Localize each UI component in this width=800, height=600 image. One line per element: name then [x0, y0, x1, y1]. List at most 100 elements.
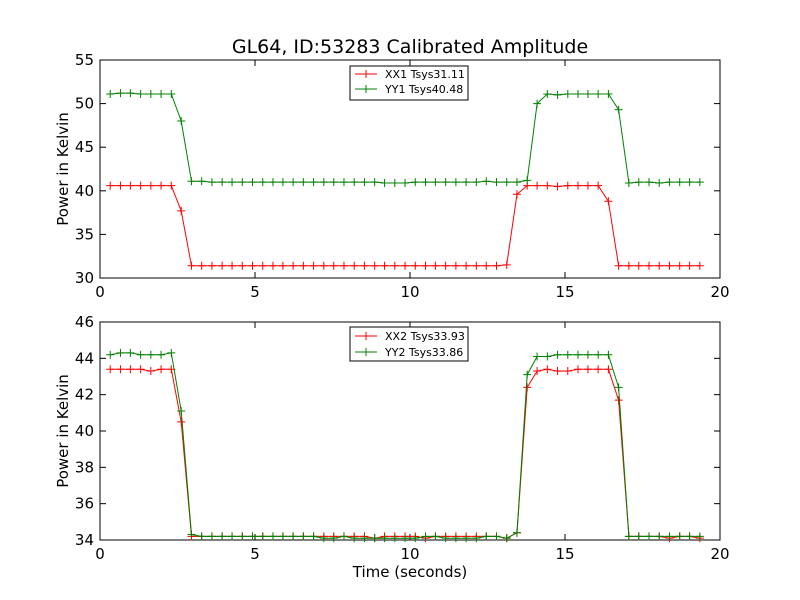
- data-point: [502, 534, 511, 543]
- data-point: [278, 532, 287, 541]
- data-point: [543, 90, 552, 99]
- x-tick-label: 20: [710, 283, 729, 301]
- data-point: [492, 261, 501, 270]
- data-point: [512, 190, 521, 199]
- data-point: [299, 178, 308, 187]
- data-point: [441, 534, 450, 543]
- data-point: [329, 178, 338, 187]
- data-point: [329, 534, 338, 543]
- data-point: [157, 181, 166, 190]
- data-point: [248, 532, 257, 541]
- data-point: [604, 365, 613, 374]
- data-point: [655, 178, 664, 187]
- data-point: [502, 178, 511, 187]
- data-point: [167, 181, 176, 190]
- data-point: [177, 417, 186, 426]
- data-point: [462, 261, 471, 270]
- data-point: [197, 261, 206, 270]
- x-tick-label: 15: [555, 545, 574, 563]
- data-point: [482, 261, 491, 270]
- data-point: [685, 532, 694, 541]
- data-point: [339, 178, 348, 187]
- x-tick-label: 5: [250, 283, 260, 301]
- x-tick-label: 20: [710, 545, 729, 563]
- data-point: [574, 90, 583, 99]
- data-point: [624, 178, 633, 187]
- data-point: [543, 352, 552, 361]
- data-point: [136, 90, 145, 99]
- data-point: [553, 350, 562, 359]
- data-point: [665, 532, 674, 541]
- data-point: [339, 532, 348, 541]
- data-point: [207, 532, 216, 541]
- data-point: [604, 350, 613, 359]
- data-point: [533, 99, 542, 108]
- data-point: [319, 534, 328, 543]
- data-point: [411, 178, 420, 187]
- data-point: [472, 178, 481, 187]
- data-point: [645, 178, 654, 187]
- data-point: [309, 532, 318, 541]
- data-point: [685, 178, 694, 187]
- data-point: [614, 383, 623, 392]
- data-point: [614, 105, 623, 114]
- data-point: [218, 261, 227, 270]
- data-point: [695, 178, 704, 187]
- data-point: [309, 261, 318, 270]
- data-point: [238, 261, 247, 270]
- data-point: [238, 532, 247, 541]
- data-point: [634, 532, 643, 541]
- x-tick-label: 0: [95, 283, 105, 301]
- y-tick-label: 40: [75, 422, 94, 440]
- data-point: [228, 261, 237, 270]
- data-point: [533, 352, 542, 361]
- data-point: [451, 261, 460, 270]
- data-point: [421, 261, 430, 270]
- data-point: [126, 348, 135, 357]
- data-point: [563, 181, 572, 190]
- data-point: [411, 534, 420, 543]
- series-layer-bottom: [106, 348, 704, 543]
- data-point: [583, 90, 592, 99]
- data-point: [350, 261, 359, 270]
- data-point: [594, 350, 603, 359]
- data-point: [228, 178, 237, 187]
- data-point: [309, 178, 318, 187]
- data-point: [594, 365, 603, 374]
- data-point: [370, 534, 379, 543]
- data-point: [543, 365, 552, 374]
- data-point: [553, 367, 562, 376]
- data-point: [370, 261, 379, 270]
- data-point: [431, 532, 440, 541]
- data-point: [431, 178, 440, 187]
- data-point: [563, 367, 572, 376]
- data-point: [218, 178, 227, 187]
- x-tick-label: 5: [250, 545, 260, 563]
- legend-marker-xx1: [362, 70, 370, 78]
- data-point: [126, 89, 135, 98]
- data-point: [268, 532, 277, 541]
- data-point: [492, 178, 501, 187]
- data-point: [614, 261, 623, 270]
- data-point: [167, 90, 176, 99]
- legend-box: [349, 65, 469, 101]
- data-point: [502, 260, 511, 269]
- y-tick-label: 38: [75, 458, 94, 476]
- data-point: [258, 532, 267, 541]
- ticks-top: 0 5 10 15 20 30 35 40 45 50 55: [75, 51, 730, 301]
- data-point: [238, 178, 247, 187]
- data-point: [380, 534, 389, 543]
- data-point: [187, 530, 196, 539]
- data-point: [574, 365, 583, 374]
- legend-label-yy2: YY2 Tsys33.86: [384, 346, 463, 359]
- data-point: [146, 181, 155, 190]
- y-tick-label: 50: [75, 95, 94, 113]
- data-point: [390, 534, 399, 543]
- data-point: [451, 178, 460, 187]
- data-point: [665, 261, 674, 270]
- data-point: [106, 90, 115, 99]
- data-point: [421, 532, 430, 541]
- data-point: [634, 261, 643, 270]
- data-point: [177, 117, 186, 126]
- data-point: [512, 528, 521, 537]
